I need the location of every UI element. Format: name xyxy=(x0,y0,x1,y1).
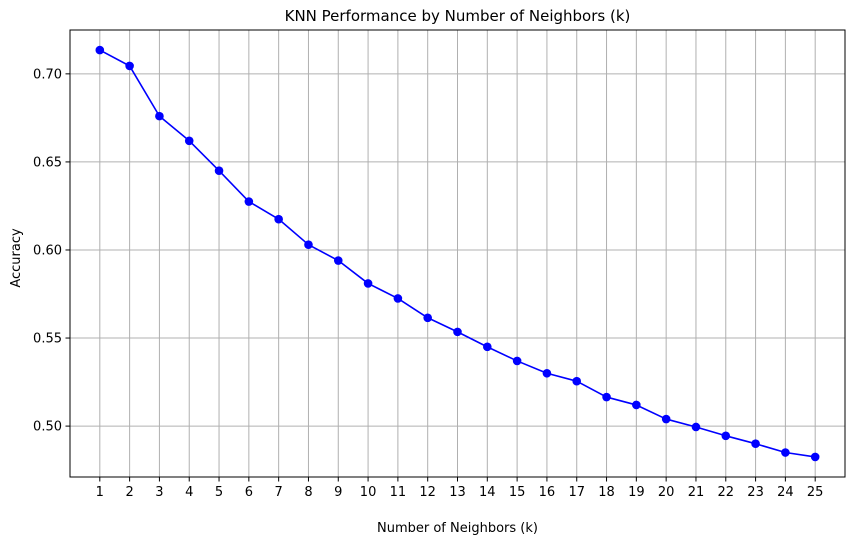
x-tick-label: 9 xyxy=(334,485,342,500)
data-point xyxy=(781,448,790,457)
x-tick-label: 2 xyxy=(125,485,133,500)
x-tick-label: 14 xyxy=(479,485,496,500)
x-tick-label: 16 xyxy=(539,485,556,500)
data-point xyxy=(751,439,760,449)
x-tick-label: 12 xyxy=(419,485,436,500)
data-point xyxy=(602,392,611,402)
data-point xyxy=(304,240,313,249)
x-tick-label: 24 xyxy=(777,485,794,500)
y-tick-label: 0.55 xyxy=(33,332,62,347)
x-tick-label: 13 xyxy=(449,485,466,500)
x-tick-label: 5 xyxy=(215,485,223,500)
x-tick-label: 6 xyxy=(245,485,253,500)
data-point xyxy=(333,256,343,265)
data-point xyxy=(244,197,254,206)
data-point xyxy=(691,422,701,432)
data-point xyxy=(453,327,462,337)
data-point xyxy=(572,376,582,386)
x-tick-label: 22 xyxy=(717,485,734,500)
data-point xyxy=(184,136,194,146)
x-axis-ticks: 1 2 3 4 5 6 7 8 9 10 11 12 13 14 15 16 17 18 19 20 21 22 23 24 2… xyxy=(96,477,824,500)
x-tick-label: 17 xyxy=(568,485,585,500)
y-axis-label: Accuracy xyxy=(9,228,24,288)
y-tick-label: 0.65 xyxy=(33,155,62,170)
x-tick-label: 19 xyxy=(628,485,645,500)
data-point xyxy=(542,368,552,378)
data-point xyxy=(423,313,432,323)
x-axis-label: Number of Neighbors (k) xyxy=(377,521,538,536)
x-tick-label: 10 xyxy=(360,485,377,500)
x-tick-label: 20 xyxy=(658,485,675,500)
chart-title: KNN Performance by Number of Neighbors (… xyxy=(285,7,631,25)
x-tick-label: 21 xyxy=(688,485,705,500)
data-point xyxy=(95,45,105,55)
data-point xyxy=(214,166,224,176)
y-tick-label: 0.50 xyxy=(33,420,62,435)
x-tick-label: 23 xyxy=(747,485,764,500)
x-tick-label: 15 xyxy=(509,485,526,500)
data-point xyxy=(483,342,492,352)
data-point xyxy=(274,214,283,224)
data-point xyxy=(512,356,522,366)
x-tick-label: 7 xyxy=(275,485,283,500)
x-tick-label: 11 xyxy=(390,485,407,500)
data-point xyxy=(363,279,373,288)
x-tick-label: 4 xyxy=(185,485,193,500)
y-tick-label: 0.60 xyxy=(33,243,62,258)
y-tick-label: 0.70 xyxy=(33,67,62,82)
x-tick-label: 25 xyxy=(807,485,824,500)
x-tick-label: 8 xyxy=(304,485,312,500)
data-point xyxy=(661,414,671,424)
data-point xyxy=(125,61,134,71)
x-tick-label: 18 xyxy=(598,485,615,500)
plot-frame xyxy=(69,29,846,478)
y-axis-ticks: 0.50 0.55 0.60 0.65 0.70 xyxy=(33,67,70,435)
x-tick-label: 3 xyxy=(155,485,163,500)
data-point xyxy=(632,400,641,410)
data-point xyxy=(721,431,731,441)
data-point xyxy=(810,452,820,462)
accuracy-series xyxy=(95,45,820,462)
data-point xyxy=(155,111,164,121)
data-point xyxy=(393,294,403,303)
x-tick-label: 1 xyxy=(96,485,104,500)
grid-lines xyxy=(70,30,845,477)
